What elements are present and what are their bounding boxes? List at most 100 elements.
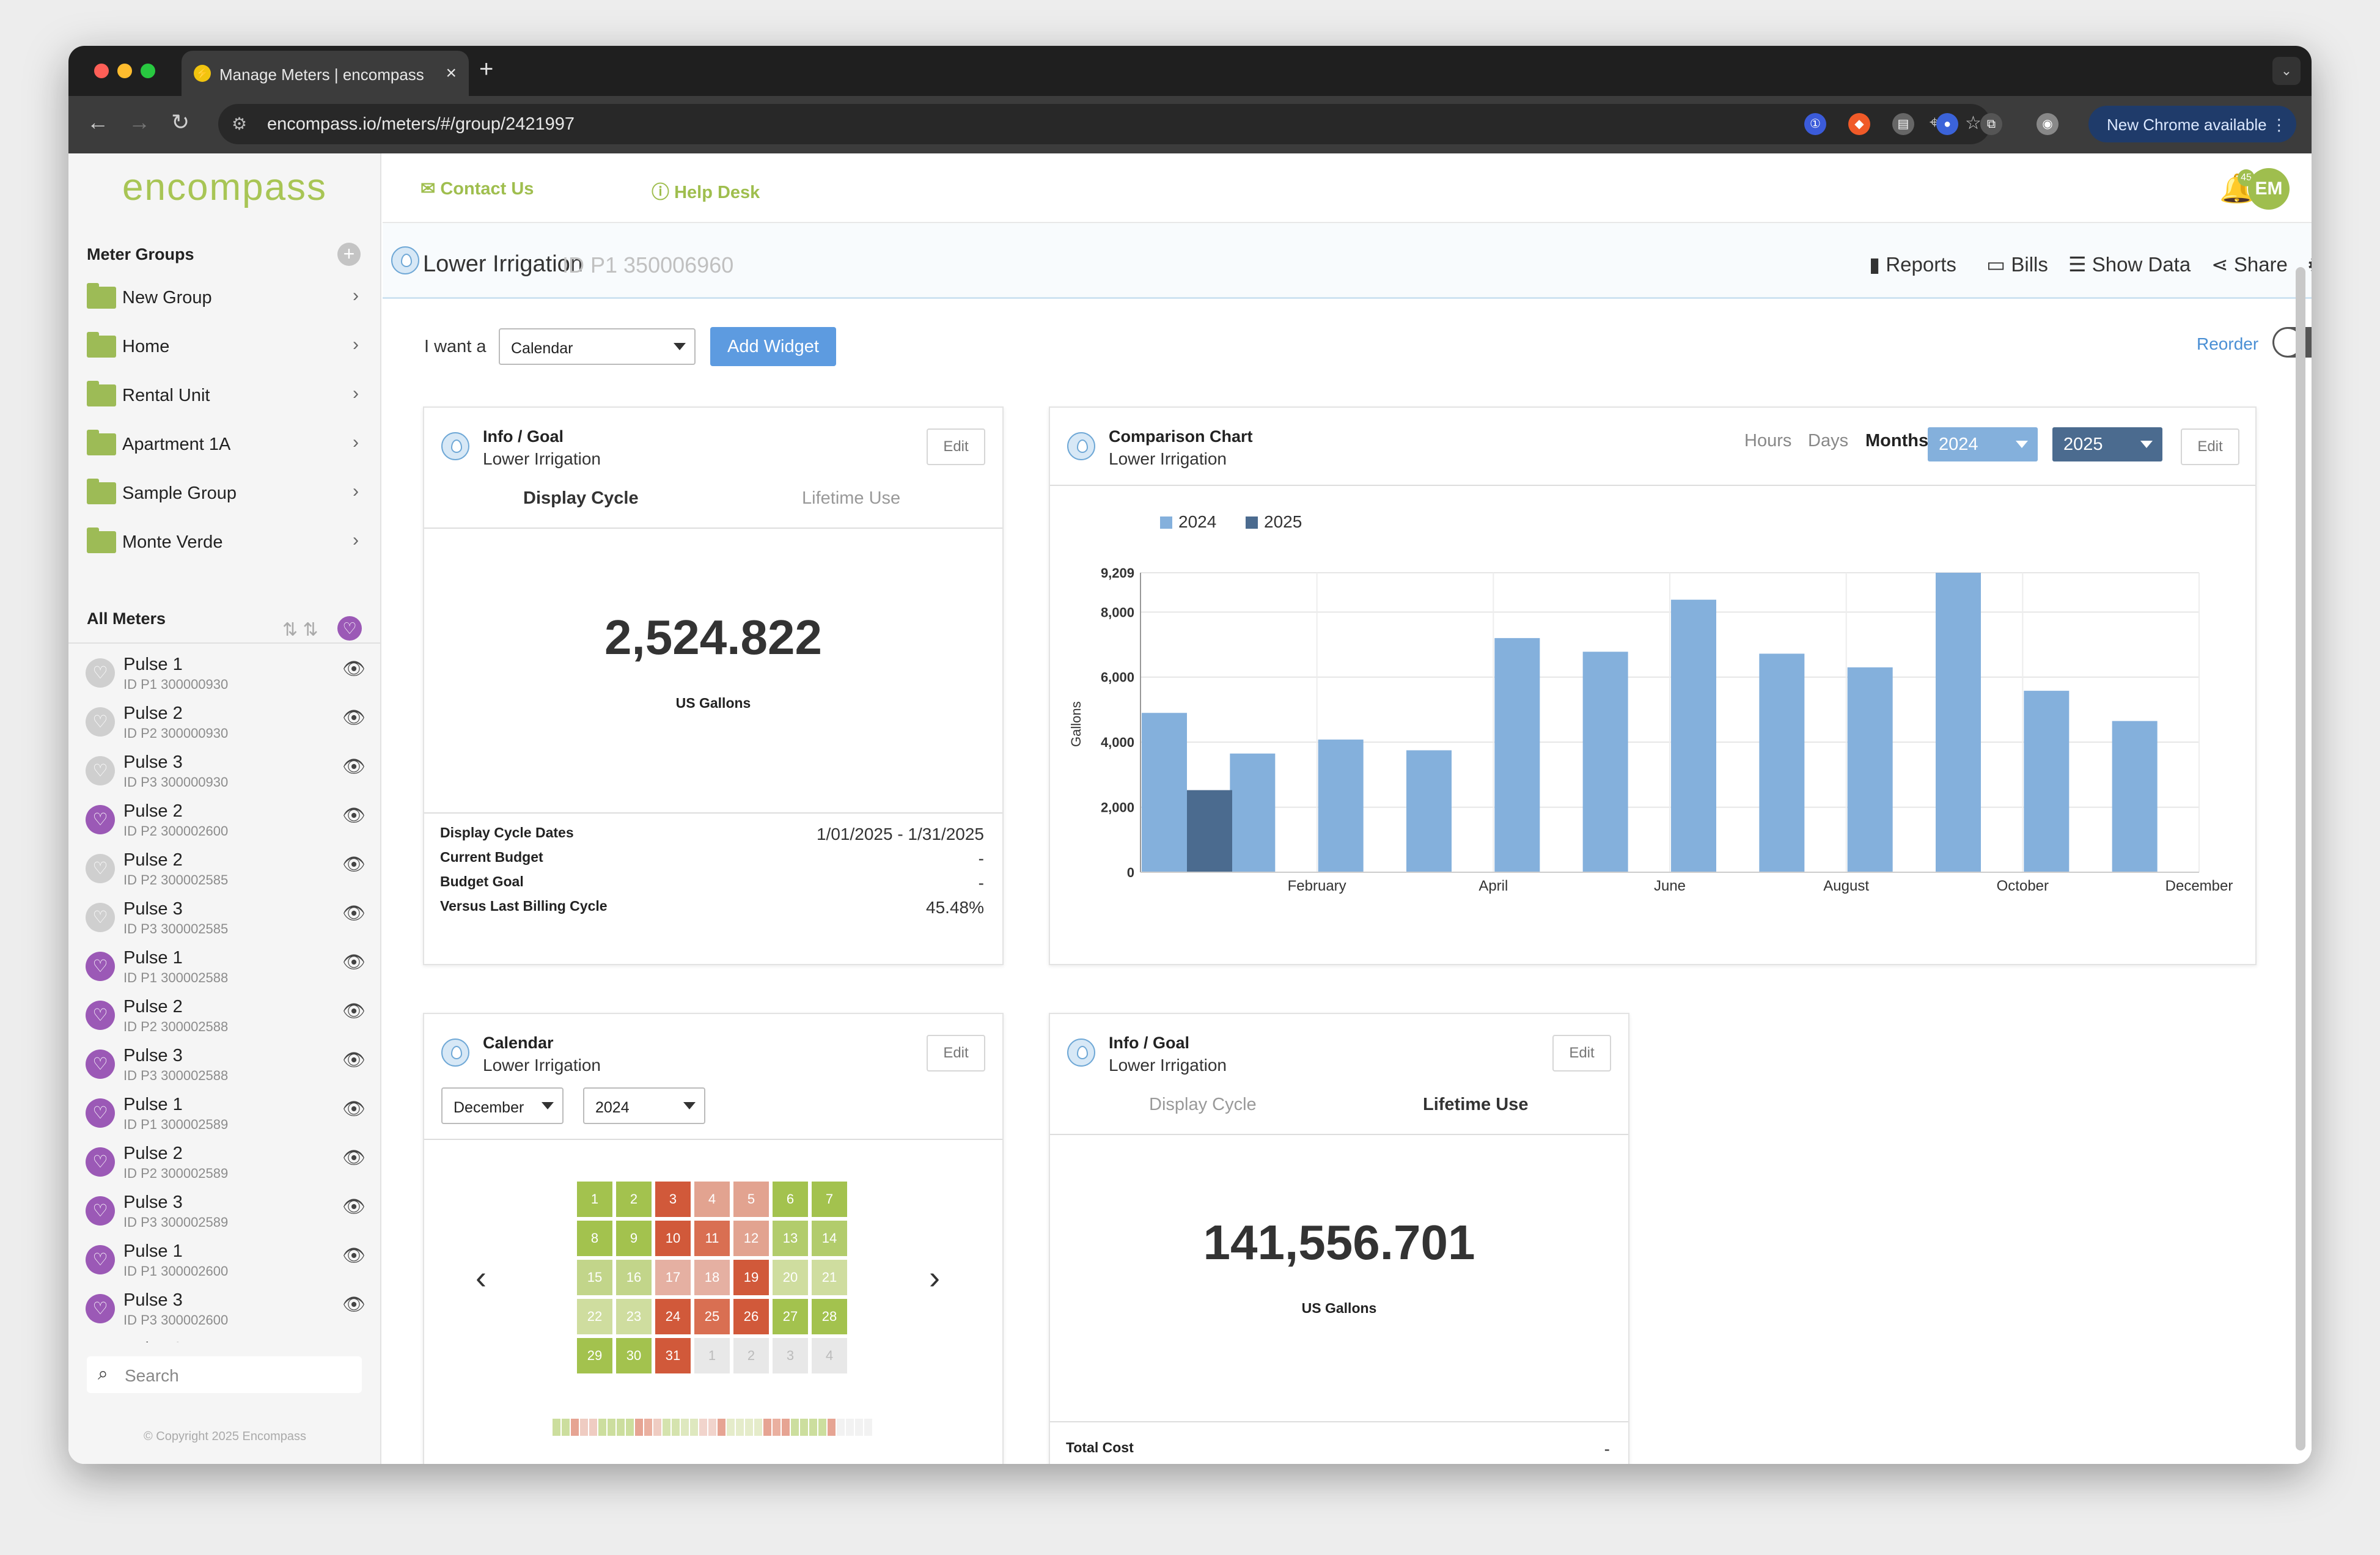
meter-list-item[interactable]: ♡ Pulse 1 ID P1 300002600 👁 <box>68 1235 380 1284</box>
favorite-heart-icon[interactable]: ♡ <box>86 952 115 981</box>
chrome-update-button[interactable]: New Chrome available ⋮ <box>2088 106 2296 142</box>
favorite-heart-icon[interactable]: ♡ <box>86 1245 115 1274</box>
group-item[interactable]: Monte Verde › <box>68 516 380 565</box>
tab-search-icon[interactable]: ⌄ <box>2272 57 2301 85</box>
calendar-day[interactable]: 3 <box>773 1338 808 1373</box>
maximize-window-button[interactable] <box>141 64 155 78</box>
calendar-day[interactable]: 10 <box>655 1221 691 1256</box>
forward-icon[interactable]: → <box>128 109 150 134</box>
year-select[interactable]: 2024 <box>583 1087 705 1124</box>
search-input[interactable]: ⌕ Search <box>87 1356 362 1393</box>
bills-button[interactable]: ▭ Bills <box>1986 253 2048 276</box>
profile-icon[interactable]: ◉ <box>2037 113 2059 135</box>
days-button[interactable]: Days <box>1808 431 1849 450</box>
hide-eye-icon[interactable]: 👁 <box>342 1050 366 1070</box>
calendar-day[interactable]: 19 <box>733 1260 769 1295</box>
settings-gear-icon[interactable]: ⚙ <box>2307 252 2312 278</box>
calendar-day[interactable]: 7 <box>812 1182 847 1217</box>
calendar-day[interactable]: 21 <box>812 1260 847 1295</box>
meter-list-item[interactable]: ♡ Pulse 1 ID P1 300002589 👁 <box>68 1089 380 1138</box>
tab-lifetime-use[interactable]: Lifetime Use <box>1423 1095 1529 1114</box>
group-item[interactable]: Apartment 1A › <box>68 419 380 468</box>
favorite-heart-icon[interactable]: ♡ <box>86 1001 115 1030</box>
site-info-icon[interactable]: ⚙ <box>232 114 248 133</box>
meter-list-item[interactable]: ♡ Pulse 2 ID P2 300002585 👁 <box>68 844 380 893</box>
favorite-heart-icon[interactable]: ♡ <box>86 1196 115 1226</box>
edit-button[interactable]: Edit <box>1552 1035 1611 1072</box>
add-widget-button[interactable]: Add Widget <box>710 327 836 366</box>
calendar-day[interactable]: 4 <box>812 1338 847 1373</box>
group-item[interactable]: New Group › <box>68 272 380 321</box>
calendar-day[interactable]: 12 <box>733 1221 769 1256</box>
bookmark-star-icon[interactable]: ☆ <box>1965 113 1981 133</box>
calendar-day[interactable]: 25 <box>694 1299 730 1334</box>
calendar-day[interactable]: 22 <box>577 1299 612 1334</box>
extension-circle-icon[interactable]: ● <box>1936 113 1958 135</box>
group-item[interactable]: Rental Unit › <box>68 370 380 419</box>
add-group-icon[interactable]: + <box>337 243 361 266</box>
hide-eye-icon[interactable]: 👁 <box>342 1197 366 1217</box>
favorite-heart-icon[interactable]: ♡ <box>86 756 115 785</box>
extensions-puzzle-icon[interactable]: ⧉ <box>1980 113 2002 135</box>
hide-eye-icon[interactable]: 👁 <box>342 708 366 728</box>
meter-list[interactable]: ♡ Pulse 1 ID P1 300000930 👁 ♡ Pulse 2 ID P2 30… <box>68 642 380 1342</box>
month-select[interactable]: December <box>441 1087 564 1124</box>
meter-list-item[interactable]: ♡ Pulse 3 ID P3 300000930 👁 <box>68 746 380 795</box>
hide-eye-icon[interactable]: 👁 <box>342 1099 366 1119</box>
meter-list-item[interactable]: ♡ Pulse 2 ID P2 300002589 👁 <box>68 1138 380 1186</box>
address-bar[interactable]: ⚙ encompass.io/meters/#/group/2421997 ⌖ … <box>218 104 1991 144</box>
hide-eye-icon[interactable]: 👁 <box>342 1148 366 1168</box>
new-tab-icon[interactable]: + <box>479 56 494 83</box>
meter-list-item[interactable]: ♡ Pulse 1 ID P1 300000930 👁 <box>68 649 380 697</box>
favorite-heart-icon[interactable]: ♡ <box>86 854 115 883</box>
reorder-toggle[interactable] <box>2272 327 2312 358</box>
meter-list-item[interactable]: ♡ Pulse 3 ID P3 300002585 👁 <box>68 893 380 942</box>
hours-button[interactable]: Hours <box>1744 431 1792 450</box>
back-icon[interactable]: ← <box>87 109 109 134</box>
tab-display-cycle[interactable]: Display Cycle <box>523 488 639 508</box>
tab-lifetime-use[interactable]: Lifetime Use <box>802 488 901 508</box>
favorite-heart-icon[interactable]: ♡ <box>86 1147 115 1177</box>
avatar[interactable]: EM <box>2248 168 2290 210</box>
calendar-day[interactable]: 8 <box>577 1221 612 1256</box>
calendar-day[interactable]: 31 <box>655 1338 691 1373</box>
hide-eye-icon[interactable]: 👁 <box>342 806 366 826</box>
contact-us-link[interactable]: ✉ Contact Us <box>421 179 534 199</box>
favorites-filter-icon[interactable]: ♡ <box>337 616 362 641</box>
meter-list-item[interactable]: ♡ Pulse 3 ID P3 300002588 👁 <box>68 1040 380 1089</box>
calendar-day[interactable]: 5 <box>733 1182 769 1217</box>
calendar-day[interactable]: 20 <box>773 1260 808 1295</box>
favorite-heart-icon[interactable]: ♡ <box>86 805 115 834</box>
minimize-window-button[interactable] <box>117 64 132 78</box>
hide-eye-icon[interactable]: 👁 <box>342 1295 366 1315</box>
calendar-day[interactable]: 13 <box>773 1221 808 1256</box>
meter-list-item[interactable]: ♡Pulse 2👁 <box>68 1333 380 1342</box>
calendar-day[interactable]: 24 <box>655 1299 691 1334</box>
browser-tab[interactable]: ⚡ Manage Meters | encompass × <box>182 51 469 96</box>
edit-button[interactable]: Edit <box>927 1035 985 1072</box>
help-desk-link[interactable]: ⓘ Help Desk <box>652 183 760 202</box>
meter-list-item[interactable]: ♡ Pulse 2 ID P2 300000930 👁 <box>68 697 380 746</box>
previous-month-icon[interactable]: ‹ <box>476 1259 487 1296</box>
hide-eye-icon[interactable]: 👁 <box>342 903 366 924</box>
favorite-heart-icon[interactable]: ♡ <box>86 1294 115 1323</box>
group-item[interactable]: Home › <box>68 321 380 370</box>
meter-list-item[interactable]: ♡ Pulse 2 ID P2 300002600 👁 <box>68 795 380 844</box>
edit-button[interactable]: Edit <box>2181 428 2239 465</box>
reload-icon[interactable]: ↻ <box>171 109 190 134</box>
next-month-icon[interactable]: › <box>929 1259 940 1296</box>
calendar-day[interactable]: 26 <box>733 1299 769 1334</box>
tab-display-cycle[interactable]: Display Cycle <box>1149 1095 1257 1114</box>
calendar-day[interactable]: 4 <box>694 1182 730 1217</box>
calendar-day[interactable]: 27 <box>773 1299 808 1334</box>
calendar-day[interactable]: 29 <box>577 1338 612 1373</box>
calendar-day[interactable]: 3 <box>655 1182 691 1217</box>
hide-eye-icon[interactable]: 👁 <box>342 757 366 777</box>
page-scrollbar[interactable] <box>2296 267 2305 1450</box>
sort-icon[interactable]: ⇅ ⇅ <box>282 620 318 640</box>
meter-list-item[interactable]: ♡ Pulse 1 ID P1 300002588 👁 <box>68 942 380 991</box>
calendar-day[interactable]: 15 <box>577 1260 612 1295</box>
calendar-day[interactable]: 17 <box>655 1260 691 1295</box>
calendar-day[interactable]: 30 <box>616 1338 652 1373</box>
widget-type-select[interactable]: Calendar <box>499 328 696 365</box>
